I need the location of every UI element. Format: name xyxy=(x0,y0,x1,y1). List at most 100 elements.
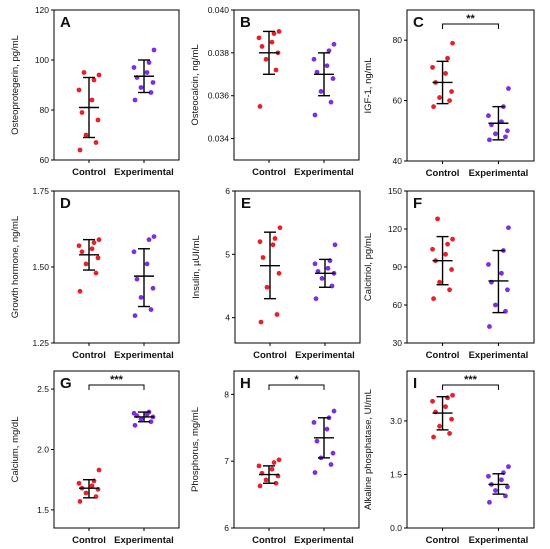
data-point xyxy=(95,117,101,123)
y-tick-label: 0.034 xyxy=(208,134,230,144)
data-point xyxy=(430,64,435,70)
panel-b: B 0.034 0.036 0.038 0.040 Osteocalcin, ng/mL C… xyxy=(190,5,360,178)
y-tick-label: 40 xyxy=(393,156,403,166)
data-point xyxy=(487,499,492,505)
y-tick-label: 4 xyxy=(225,313,230,323)
data-point xyxy=(445,241,450,247)
data-point xyxy=(276,29,282,34)
y-tick-label: 150 xyxy=(388,186,402,196)
data-point xyxy=(273,480,279,486)
y-tick-label: 120 xyxy=(388,224,402,234)
y-axis-label: Osteoprotegerin, pg/mL xyxy=(10,35,21,135)
data-point xyxy=(148,307,154,312)
y-axis-label: Phosphorus, mg/mL xyxy=(190,407,201,492)
data-point xyxy=(506,464,511,470)
data-point xyxy=(319,276,325,281)
data-point xyxy=(326,48,332,54)
data-point xyxy=(505,484,510,490)
significance-bracket xyxy=(442,384,499,390)
data-point xyxy=(486,113,491,119)
category-label: Control xyxy=(426,350,460,361)
data-point xyxy=(328,462,334,467)
y-tick-label: 7 xyxy=(224,456,229,466)
panel-letter: B xyxy=(240,14,251,31)
category-label: Control xyxy=(253,350,287,361)
panel-i: I 0.0 1.5 3.0 Alkaline phosphatase, UI/mL Con… xyxy=(363,370,535,546)
data-point xyxy=(312,112,318,118)
plot-frame xyxy=(406,190,535,344)
data-point xyxy=(443,71,448,76)
category-label: Control xyxy=(252,535,286,546)
panel-f: F 30 60 90 120 150 Calcitriol, pg/mL Control Exp… xyxy=(363,186,535,361)
data-point xyxy=(324,426,330,432)
data-point xyxy=(77,288,83,294)
data-point xyxy=(148,419,154,425)
y-axis-label: Osteocalcin, ng/mL xyxy=(190,44,201,125)
significance-stars: *** xyxy=(110,374,124,386)
y-axis-label: Alkaline phosphatase, UI/mL xyxy=(363,389,374,510)
category-label: Control xyxy=(72,350,106,361)
plot-frame xyxy=(406,9,535,162)
data-point xyxy=(332,242,338,248)
data-point xyxy=(506,86,511,91)
data-point xyxy=(131,410,137,416)
data-point xyxy=(430,398,435,404)
panel-letter: G xyxy=(60,375,72,392)
y-tick-label: 0.0 xyxy=(390,523,402,533)
y-tick-label: 0.040 xyxy=(208,5,230,15)
data-point xyxy=(132,313,138,319)
data-point xyxy=(313,296,319,302)
y-tick-label: 100 xyxy=(35,55,49,65)
y-axis-label: Insulin, µUI/mL xyxy=(191,235,202,299)
y-axis-label: IGF-1, ng/mL xyxy=(363,58,374,114)
data-point xyxy=(89,97,95,103)
data-point xyxy=(450,40,455,46)
data-point xyxy=(83,261,89,267)
panel-letter: A xyxy=(60,14,71,31)
data-point xyxy=(138,295,144,300)
data-point xyxy=(138,85,144,90)
data-point xyxy=(146,60,152,65)
y-tick-label: 0.036 xyxy=(208,91,230,101)
data-point xyxy=(437,423,442,429)
data-point xyxy=(447,98,452,103)
data-point xyxy=(493,302,498,308)
plot-frame xyxy=(234,190,361,344)
data-point xyxy=(271,31,277,36)
data-point xyxy=(328,99,334,105)
y-tick-label: 2.0 xyxy=(37,445,49,455)
data-point xyxy=(311,56,317,62)
data-point xyxy=(76,480,82,486)
y-tick-label: 30 xyxy=(393,338,403,348)
data-point xyxy=(331,408,337,414)
data-point xyxy=(493,131,498,137)
data-point xyxy=(330,76,336,81)
data-point xyxy=(273,67,279,73)
data-point xyxy=(144,70,150,75)
category-label: Experimental xyxy=(469,535,529,546)
data-point xyxy=(312,470,318,475)
data-point xyxy=(146,237,152,243)
data-point xyxy=(449,89,454,94)
data-point xyxy=(131,249,137,255)
y-tick-label: 80 xyxy=(40,105,50,115)
data-point xyxy=(272,236,278,241)
y-tick-label: 60 xyxy=(40,155,50,165)
data-point xyxy=(499,477,504,483)
data-point xyxy=(269,39,275,45)
category-label: Experimental xyxy=(469,168,529,179)
data-point xyxy=(312,261,318,267)
data-point xyxy=(325,265,331,271)
data-point xyxy=(260,255,266,260)
data-point xyxy=(256,463,262,469)
category-label: Experimental xyxy=(114,167,174,178)
plot-frame xyxy=(233,9,360,161)
data-point xyxy=(276,270,282,276)
data-point xyxy=(89,483,95,489)
panel-a: A 60 80 100 120 Osteoprotegerin, pg/mL Control… xyxy=(10,5,180,178)
data-point xyxy=(450,392,455,398)
data-point xyxy=(271,460,277,465)
plot-frame xyxy=(406,370,535,529)
data-point xyxy=(77,147,83,153)
